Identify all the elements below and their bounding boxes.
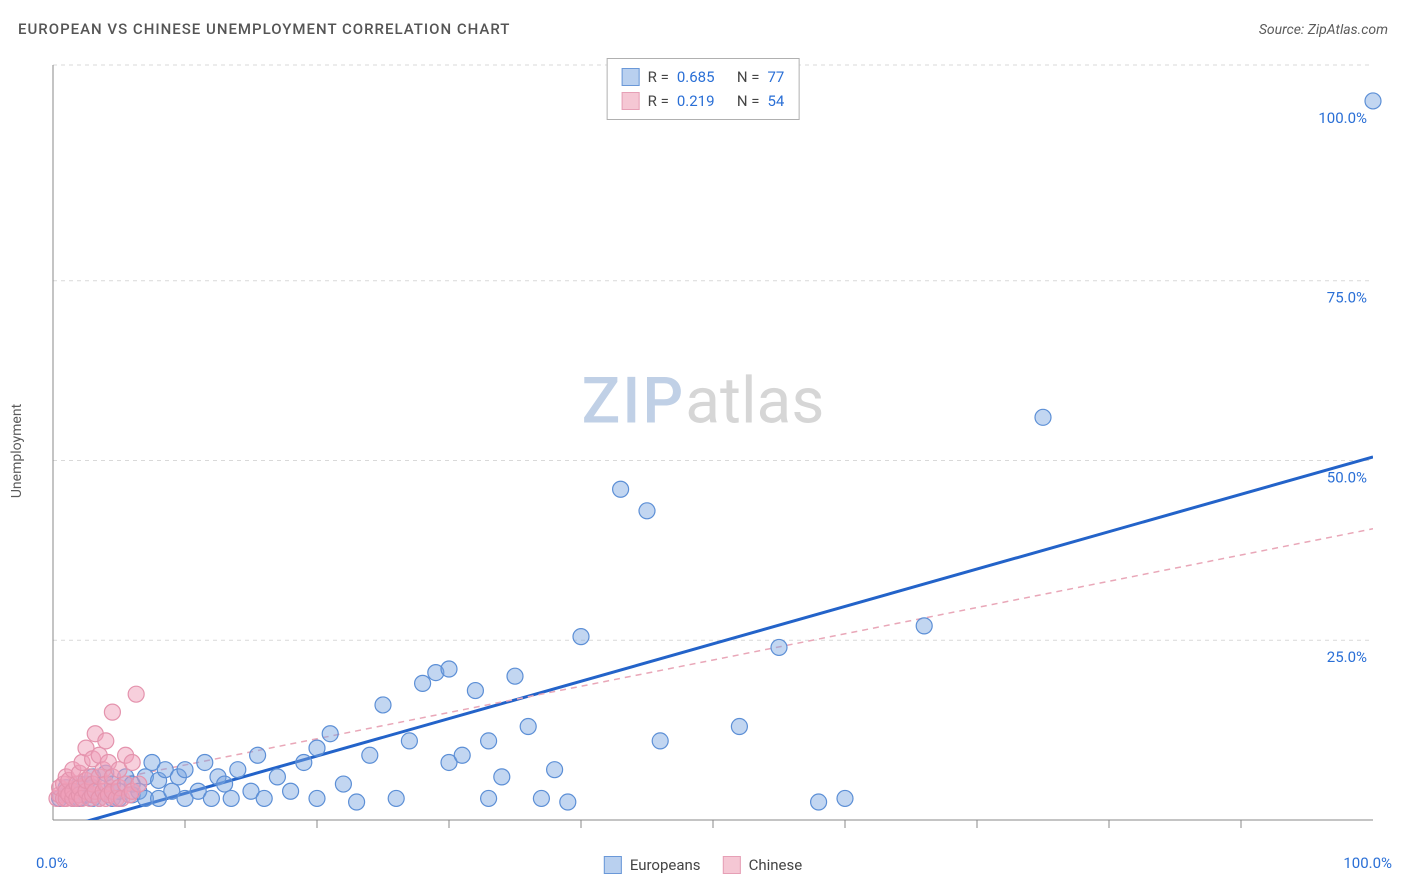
r-label: R = xyxy=(648,89,669,113)
x-axis-max-label: 100.0% xyxy=(1343,854,1392,872)
n-label: N = xyxy=(737,89,760,113)
legend-label: Europeans xyxy=(630,856,701,874)
swatch-europeans xyxy=(622,68,640,86)
source-label: Source: ZipAtlas.com xyxy=(1259,22,1388,38)
scatter-chart: 25.0% 50.0% 75.0% 100.0% xyxy=(45,55,1386,847)
svg-text:25.0%: 25.0% xyxy=(1327,648,1367,666)
stats-row-chinese: R = 0.219 N = 54 xyxy=(622,89,785,113)
n-label: N = xyxy=(737,65,760,89)
n-value: 77 xyxy=(767,65,784,89)
chart-title: EUROPEAN VS CHINESE UNEMPLOYMENT CORRELA… xyxy=(18,20,510,38)
svg-text:50.0%: 50.0% xyxy=(1327,468,1367,486)
legend-item-chinese: Chinese xyxy=(723,856,803,874)
n-value: 54 xyxy=(767,89,784,113)
legend-swatch xyxy=(723,856,741,874)
x-axis-min-label: 0.0% xyxy=(36,854,68,872)
swatch-chinese xyxy=(622,92,640,110)
svg-text:75.0%: 75.0% xyxy=(1327,289,1367,307)
series-legend: Europeans Chinese xyxy=(604,856,802,874)
svg-text:100.0%: 100.0% xyxy=(1318,109,1367,127)
chart-container: Unemployment 25.0%50.0%75.0%100.0% xyxy=(45,55,1386,847)
legend-swatch xyxy=(604,856,622,874)
legend-label: Chinese xyxy=(749,856,803,874)
r-value: 0.685 xyxy=(677,65,729,89)
r-label: R = xyxy=(648,65,669,89)
r-value: 0.219 xyxy=(677,89,729,113)
stats-legend: R = 0.685 N = 77 R = 0.219 N = 54 xyxy=(607,58,800,120)
y-axis-label: Unemployment xyxy=(9,404,25,498)
stats-row-europeans: R = 0.685 N = 77 xyxy=(622,65,785,89)
legend-item-europeans: Europeans xyxy=(604,856,701,874)
